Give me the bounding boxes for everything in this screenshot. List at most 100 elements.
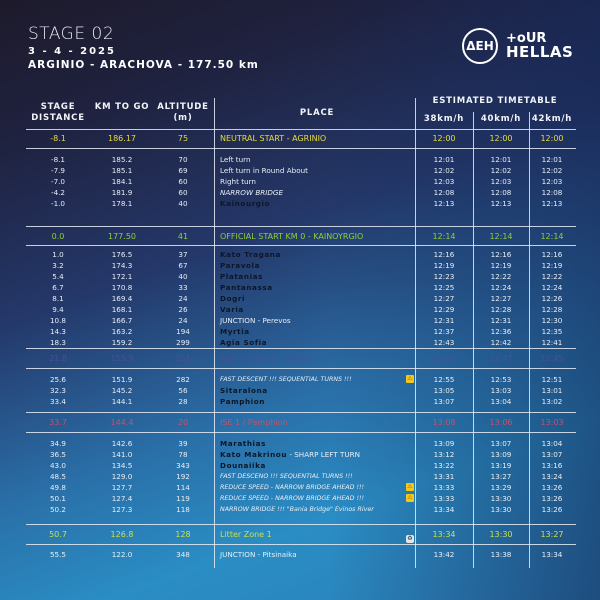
divider-official	[26, 245, 576, 246]
cell-time-40: 13:27	[490, 472, 512, 481]
cell-place: Myrtia	[220, 327, 250, 336]
cell-distance: 50.1	[49, 494, 66, 503]
table-row-kom: 21.8 155.9 351 KoM 1 - Cat.3 / Thermo 12…	[26, 353, 576, 364]
cell-distance: -1.0	[50, 199, 66, 208]
divider-kom-bottom	[26, 368, 576, 369]
cell-place: KoM 1 - Cat.3 / Thermo	[220, 354, 313, 363]
cell-time-40: 13:19	[490, 461, 512, 470]
cell-time-38: 12:14	[432, 232, 456, 241]
cell-place: Pantanassa	[220, 283, 273, 292]
cell-altitude: 348	[176, 550, 190, 559]
cell-place: Litter Zone 1	[220, 530, 272, 539]
cell-time-38: 13:22	[433, 461, 455, 470]
cell-distance: 8.1	[52, 294, 64, 303]
cell-km-to-go: 144.4	[110, 418, 134, 427]
cell-time-40: 13:30	[490, 494, 512, 503]
cell-place: JUNCTION - Pitsinaika	[220, 550, 297, 559]
cell-time-38: 13:42	[433, 550, 455, 559]
cell-time-42: 12:26	[541, 294, 563, 303]
cell-time-42: 12:03	[541, 177, 563, 186]
cell-km-to-go: 168.1	[111, 305, 133, 314]
cell-place: Varia	[220, 305, 244, 314]
table-row: 49.8 127.7 114 REDUCE SPEED - NARROW BRI…	[26, 482, 576, 493]
cell-time-42: 12:24	[541, 283, 563, 292]
litter-zone-icon: ♻	[406, 535, 414, 543]
cell-time-42: 12:00	[540, 134, 564, 143]
header-estimated-timetable: ESTIMATED TIMETABLE	[432, 96, 558, 106]
cell-time-38: 13:34	[433, 505, 455, 514]
cell-distance: 43.0	[49, 461, 66, 470]
table-row: -7.9 185.1 69 Left turn in Round About 1…	[26, 165, 576, 176]
header-stage-distance: STAGE DISTANCE	[31, 102, 85, 123]
table-row: 0.0 177.50 41 OFFICIAL START KM 0 - KAIN…	[26, 231, 576, 242]
cell-place: REDUCE SPEED - NARROW BRIDGE AHEAD !!!	[220, 484, 365, 491]
cell-time-42: 13:26	[541, 494, 563, 503]
cell-altitude: 39	[178, 439, 188, 448]
cell-altitude: 69	[178, 166, 188, 175]
table-row: 14.3 163.2 194 Myrtia 12:37 12:36 12:35	[26, 326, 576, 337]
cell-place: Agia Sofia	[220, 338, 268, 347]
cell-km-to-go: 122.0	[111, 550, 133, 559]
table-row: 25.6 151.9 282 FAST DESCENT !!! SEQUENTI…	[26, 374, 576, 385]
cell-distance: 0.0	[51, 232, 65, 241]
cell-time-42: 13:24	[541, 472, 563, 481]
place-town: Kato Makrinou	[220, 450, 288, 459]
cell-distance: 21.8	[49, 354, 67, 363]
cell-place: Paravola	[220, 261, 261, 270]
cell-km-to-go: 169.4	[111, 294, 133, 303]
cell-km-to-go: 186.17	[108, 134, 136, 143]
cell-time-40: 12:24	[490, 283, 512, 292]
cell-time-42: 13:07	[541, 450, 563, 459]
cell-time-38: 12:03	[433, 177, 455, 186]
cell-km-to-go: 181.9	[111, 188, 133, 197]
table-row: 6.7 170.8 33 Pantanassa 12:25 12:24 12:2…	[26, 282, 576, 293]
cell-time-40: 13:38	[490, 550, 512, 559]
cell-time-38: 13:08	[432, 418, 456, 427]
header-km-to-go: KM TO GO	[94, 102, 150, 112]
cell-time-38: 12:48	[432, 354, 456, 363]
table-row: 50.1 127.4 119 REDUCE SPEED - NARROW BRI…	[26, 493, 576, 504]
cell-time-40: 12:36	[490, 327, 512, 336]
divider-speed-42	[529, 112, 530, 568]
cell-km-to-go: 127.4	[111, 494, 133, 503]
cell-time-42: 12:02	[541, 166, 563, 175]
header-place: PLACE	[299, 108, 335, 118]
cell-distance: 33.7	[49, 418, 67, 427]
sponsor-logo: ΔΕΗ +oUR HELLAS	[462, 28, 573, 64]
divider-kainourgio	[26, 226, 576, 227]
cell-place: Platanias	[220, 272, 263, 281]
cell-distance: 5.4	[52, 272, 64, 281]
cell-time-42: 13:26	[541, 483, 563, 492]
cell-altitude: 41	[177, 232, 189, 241]
cell-distance: 9.4	[52, 305, 64, 314]
table-row: 36.5 141.0 78 Kato Makrinou - SHARP LEFT…	[26, 449, 576, 460]
cell-km-to-go: 159.2	[111, 338, 133, 347]
cell-distance: 49.8	[49, 483, 66, 492]
cell-km-to-go: 155.9	[110, 354, 134, 363]
cell-time-40: 12:47	[489, 354, 513, 363]
cell-altitude: 67	[178, 261, 188, 270]
cell-km-to-go: 166.7	[111, 316, 133, 325]
cell-time-40: 13:03	[490, 386, 512, 395]
cell-place: Pamphion	[220, 397, 265, 406]
table-row: -4.2 181.9 60 NARROW BRIDGE 12:08 12:08 …	[26, 187, 576, 198]
cell-time-42: 12:01	[541, 155, 563, 164]
table-row: -8.1 186.17 75 NEUTRAL START - AGRINIO 1…	[26, 133, 576, 144]
header-speed-42: 42km/h	[531, 114, 573, 124]
cell-distance: -7.9	[50, 166, 66, 175]
cell-altitude: 33	[178, 283, 188, 292]
cell-distance: 50.2	[49, 505, 66, 514]
table-row: 50.2 127.3 118 NARROW BRIDGE !!! "Bania …	[26, 504, 576, 515]
cell-km-to-go: 163.2	[111, 327, 133, 336]
table-row: -7.0 184.1 60 Right turn 12:03 12:03 12:…	[26, 176, 576, 187]
cell-altitude: 40	[178, 272, 188, 281]
cell-time-38: 12:02	[433, 166, 455, 175]
cell-time-42: 12:30	[541, 316, 563, 325]
table-row: 5.4 172.1 40 Platanias 12:23 12:22 12:22	[26, 271, 576, 282]
cell-altitude: 26	[178, 305, 188, 314]
cell-time-42: 13:27	[540, 530, 564, 539]
cell-place: Left turn	[220, 155, 251, 164]
table-row: 33.4 144.1 28 Pamphion 13:07 13:04 13:02	[26, 396, 576, 407]
cell-altitude: 282	[176, 375, 190, 384]
cell-time-40: 12:42	[490, 338, 512, 347]
